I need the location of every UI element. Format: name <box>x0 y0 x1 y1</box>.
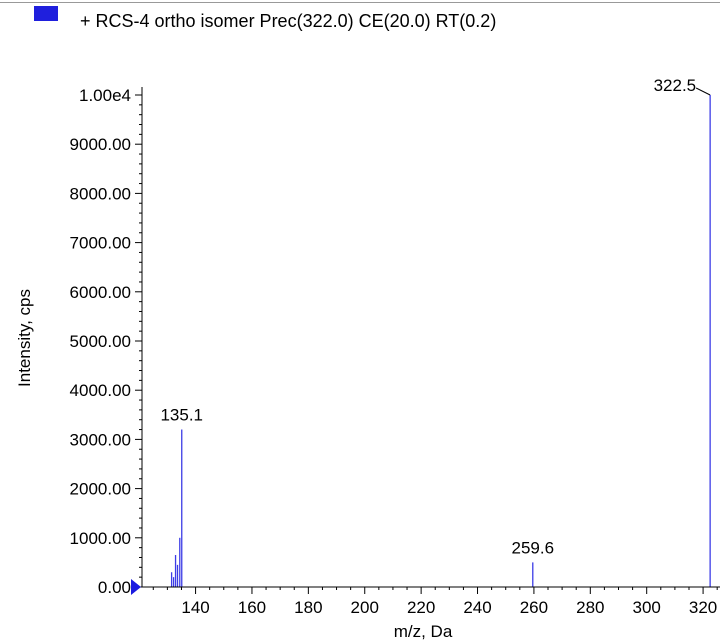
y-tick-label: 5000.00 <box>70 332 131 351</box>
legend-label: + RCS-4 ortho isomer Prec(322.0) CE(20.0… <box>80 11 496 31</box>
x-tick-label: 260 <box>520 598 548 617</box>
x-tick-label: 180 <box>294 598 322 617</box>
axes: 0.00 1000.00 2000.00 3000.00 4000.00 5000.00 6… <box>70 86 720 617</box>
baseline-marker-icon <box>131 579 141 595</box>
y-tick-label: 8000.00 <box>70 184 131 203</box>
y-tick-label: 1.00e4 <box>79 86 131 105</box>
y-axis-title: Intensity, cps <box>15 289 34 387</box>
peak-label: 135.1 <box>160 406 203 425</box>
x-tick-label: 320 <box>689 598 717 617</box>
x-tick-label: 220 <box>407 598 435 617</box>
peak-label: 322.5 <box>654 76 697 95</box>
x-tick-label: 300 <box>633 598 661 617</box>
y-tick-label: 1000.00 <box>70 529 131 548</box>
x-tick-label: 160 <box>238 598 266 617</box>
y-tick-label: 0.00 <box>98 578 131 597</box>
x-axis-title: m/z, Da <box>394 622 453 641</box>
y-tick-label: 4000.00 <box>70 381 131 400</box>
peak-label-leader <box>695 87 711 96</box>
x-tick-label: 200 <box>351 598 379 617</box>
y-tick-label: 2000.00 <box>70 480 131 499</box>
y-tick-label: 7000.00 <box>70 234 131 253</box>
x-tick-label: 140 <box>181 598 209 617</box>
legend: + RCS-4 ortho isomer Prec(322.0) CE(20.0… <box>34 6 496 31</box>
legend-swatch <box>34 6 58 21</box>
x-tick-label: 280 <box>576 598 604 617</box>
peak-label: 259.6 <box>512 538 555 557</box>
plot-area: 135.1 259.6 322.5 <box>160 76 711 587</box>
x-tick-label: 240 <box>463 598 491 617</box>
y-tick-label: 3000.00 <box>70 430 131 449</box>
y-tick-label: 6000.00 <box>70 283 131 302</box>
y-tick-label: 9000.00 <box>70 135 131 154</box>
